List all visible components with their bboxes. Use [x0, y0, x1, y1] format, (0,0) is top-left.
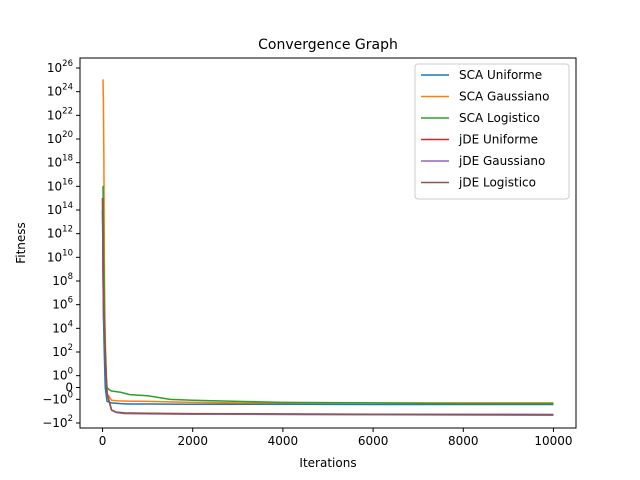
y-tick-exponent: 0 — [68, 367, 73, 377]
y-tick-base: 10 — [52, 345, 67, 359]
y-tick-base: 10 — [52, 321, 67, 335]
y-tick-base: 10 — [47, 250, 62, 264]
y-tick-exponent: 18 — [62, 154, 73, 164]
x-tick-label: 6000 — [358, 434, 389, 448]
y-tick-label: 104 — [52, 319, 73, 335]
y-tick-label: 0 — [65, 381, 73, 395]
y-tick-base: 10 — [47, 132, 62, 146]
y-tick-exponent: 4 — [68, 319, 73, 329]
y-tick-base: 10 — [47, 85, 62, 99]
y-tick-sign: − — [42, 392, 52, 406]
y-tick-base: 10 — [47, 108, 62, 122]
legend-label: jDE Uniforme — [458, 133, 538, 147]
y-tick-exponent: 2 — [68, 414, 73, 424]
y-tick-base: 0 — [65, 381, 73, 395]
legend-label: jDE Logistico — [458, 176, 536, 190]
legend-label: jDE Gaussiano — [458, 154, 545, 168]
series-line-3 — [102, 185, 554, 405]
plot-frame — [79, 57, 577, 429]
y-tick-label: 102 — [52, 343, 73, 359]
legend-label: SCA Gaussiano — [459, 90, 549, 104]
y-tick-label: 1022 — [47, 106, 73, 122]
y-tick-base: 10 — [52, 369, 67, 383]
y-tick-exponent: 16 — [62, 177, 73, 187]
y-tick-exponent: 14 — [62, 201, 73, 211]
y-axis-ticks: 1026102410221020101810161014101210101081… — [42, 59, 80, 430]
y-tick-exponent: 20 — [62, 130, 73, 140]
y-tick-exponent: 10 — [62, 248, 73, 258]
y-tick-label: 1018 — [47, 154, 73, 170]
y-axis-label: Fitness — [14, 222, 28, 264]
y-tick-base: 10 — [52, 416, 67, 430]
y-tick-base: 10 — [47, 61, 62, 75]
x-axis-ticks: 0 2000 4000 6000 8000 10000 — [99, 428, 573, 448]
y-tick-base: 10 — [52, 274, 67, 288]
y-tick-base: 10 — [52, 392, 67, 406]
y-tick-label: −102 — [42, 414, 73, 430]
y-tick-exponent: 26 — [62, 59, 73, 69]
x-tick-label: 0 — [99, 434, 107, 448]
y-tick-label: 108 — [52, 272, 73, 288]
series-lines — [101, 79, 554, 416]
y-tick-exponent: 0 — [68, 390, 73, 400]
y-tick-label: 1012 — [47, 225, 73, 241]
y-tick-exponent: 22 — [62, 106, 73, 116]
x-tick-label: 4000 — [268, 434, 299, 448]
y-tick-exponent: 6 — [68, 296, 73, 306]
y-tick-base: 10 — [47, 156, 62, 170]
y-tick-label: 1010 — [47, 248, 73, 264]
y-tick-exponent: 2 — [68, 343, 73, 353]
legend-box — [414, 63, 570, 200]
y-tick-exponent: 24 — [62, 83, 73, 93]
y-tick-label: 1014 — [47, 201, 73, 217]
series-line-6 — [101, 198, 554, 416]
legend: SCA Uniforme SCA Gaussiano SCA Logistico jD… — [414, 63, 570, 200]
y-tick-exponent: 12 — [62, 225, 73, 235]
y-tick-base: 10 — [47, 203, 62, 217]
y-tick-label: −100 — [42, 390, 73, 406]
x-tick-label: 10000 — [534, 434, 572, 448]
y-tick-label: 106 — [52, 296, 73, 312]
y-tick-base: 10 — [52, 298, 67, 312]
y-tick-label: 1020 — [47, 130, 73, 146]
x-tick-label: 8000 — [448, 434, 479, 448]
chart-title: Convergence Graph — [258, 37, 398, 53]
y-tick-label: 1024 — [47, 83, 73, 99]
y-tick-label: 1026 — [47, 59, 73, 75]
legend-label: SCA Uniforme — [459, 68, 542, 82]
y-tick-label: 100 — [52, 367, 73, 383]
y-tick-base: 10 — [47, 179, 62, 193]
x-tick-label: 2000 — [177, 434, 208, 448]
y-tick-label: 1016 — [47, 177, 73, 193]
y-tick-exponent: 8 — [68, 272, 73, 282]
y-tick-base: 10 — [47, 227, 62, 241]
y-tick-sign: − — [42, 416, 52, 430]
legend-label: SCA Logistico — [459, 111, 540, 125]
x-axis-label: Iterations — [299, 456, 356, 470]
